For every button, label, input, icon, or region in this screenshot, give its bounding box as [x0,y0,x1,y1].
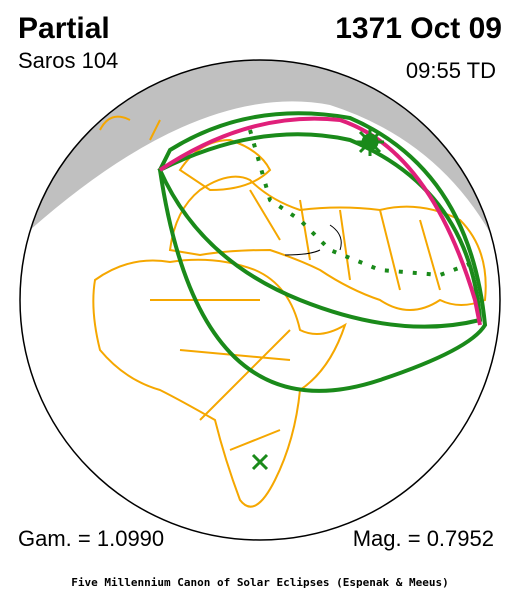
magnitude: Mag. = 0.7952 [353,526,494,551]
time: 09:55 TD [406,58,496,83]
rise-set-curve [158,116,482,326]
subsolar-mark [251,453,269,471]
max-point [356,128,384,156]
saros: Saros 104 [18,48,118,73]
gamma: Gam. = 1.0990 [18,526,164,551]
date: 1371 Oct 09 [335,12,502,45]
credit: Five Millennium Canon of Solar Eclipses … [71,576,449,589]
penumbra-limit [157,111,488,393]
max-eclipse-path [248,129,481,278]
title: Partial [18,12,110,45]
